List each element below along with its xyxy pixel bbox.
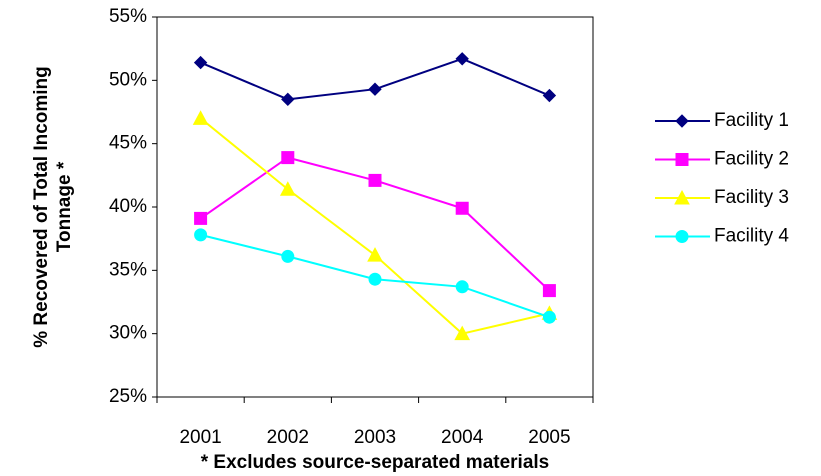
y-tick-label: 30% [109, 323, 147, 344]
plot-area [156, 16, 594, 398]
data-point [279, 181, 296, 196]
data-point [542, 88, 557, 103]
y-tick-label: 35% [109, 259, 147, 280]
data-point [542, 284, 556, 298]
data-point [368, 173, 382, 187]
legend-marker [675, 230, 689, 243]
data-point [281, 92, 295, 107]
y-tick-label: 40% [109, 196, 147, 217]
legend-marker [675, 153, 689, 166]
data-point [192, 110, 209, 125]
x-axis-label: * Excludes source-separated materials [201, 452, 550, 473]
x-tick-label: 2001 [179, 427, 221, 448]
legend-label: Facility 1 [714, 110, 789, 131]
y-tick-label: 55% [109, 6, 147, 27]
data-point [454, 325, 471, 341]
data-point [367, 247, 383, 262]
data-point [455, 201, 469, 215]
data-point [368, 82, 382, 96]
x-tick-label: 2002 [267, 427, 309, 448]
data-point [193, 55, 208, 70]
legend-marker [675, 114, 689, 128]
y-axis-label-line: % Recovered of Total Incoming [31, 66, 52, 348]
data-point [542, 310, 556, 324]
legend-marker [674, 189, 690, 205]
data-point [194, 211, 208, 225]
legend-label: Facility 2 [714, 149, 789, 170]
data-point [455, 280, 469, 294]
y-axis-label: % Recovered of Total Incoming Tonnage * [31, 66, 75, 348]
legend-label: Facility 4 [714, 226, 789, 247]
data-point [281, 249, 295, 263]
y-tick-label: 50% [109, 69, 147, 90]
x-tick-label: 2005 [528, 427, 570, 448]
data-point [194, 228, 208, 242]
data-point [281, 151, 295, 165]
legend-label: Facility 3 [714, 187, 789, 208]
x-tick-label: 2003 [354, 427, 396, 448]
y-tick-label: 45% [109, 133, 147, 154]
x-tick-label: 2004 [441, 427, 484, 448]
data-point [455, 52, 469, 66]
data-point [368, 272, 382, 286]
y-tick-label: 25% [109, 386, 147, 407]
y-axis-label-line: Tonnage * [54, 161, 75, 252]
series-line [199, 117, 550, 335]
